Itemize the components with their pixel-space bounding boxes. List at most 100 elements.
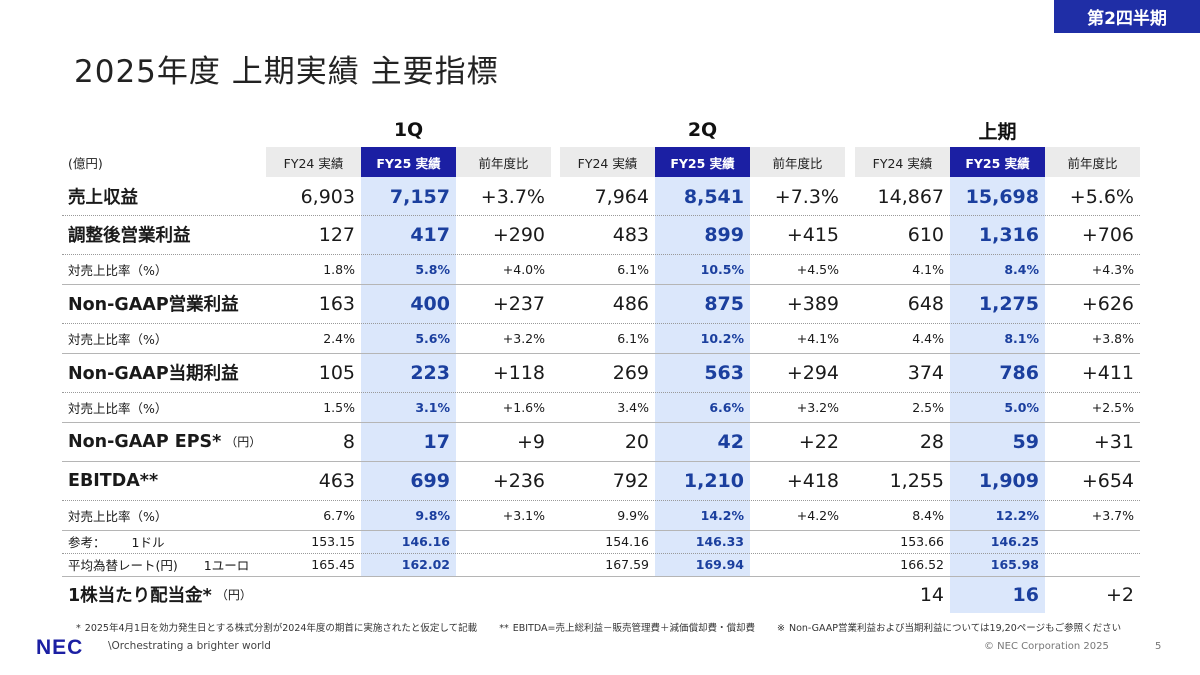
- table-cell: +418: [786, 469, 839, 492]
- table-cell: 5.6%: [415, 330, 450, 346]
- table-cell: +3.2%: [796, 399, 839, 415]
- table-cell: 3.1%: [415, 399, 450, 415]
- row-label: 対売上比率（%）: [68, 323, 167, 353]
- table-cell: 8.4%: [1004, 261, 1039, 277]
- row-label: 調整後営業利益: [68, 215, 191, 254]
- row-label-unit: （円）: [225, 435, 262, 449]
- table-cell: 463: [318, 469, 355, 492]
- table-cell: +3.7%: [480, 185, 545, 208]
- table-cell: +706: [1081, 223, 1134, 246]
- table-cell: 105: [318, 361, 355, 384]
- table-row: Non-GAAP当期利益 105 223 +118 269 563 +294 374 786 +4…: [62, 353, 1140, 392]
- row-label-unit: （円）: [215, 588, 252, 602]
- table-cell: +654: [1081, 469, 1134, 492]
- row-label: Non-GAAP営業利益: [68, 284, 239, 323]
- table-cell: 6.1%: [617, 330, 649, 346]
- row-divider: [62, 530, 1140, 531]
- row-label: Non-GAAP EPS* （円）: [68, 422, 261, 461]
- table-cell: 6.6%: [709, 399, 744, 415]
- column-header: 前年度比: [456, 147, 551, 177]
- table-cell: 1,275: [978, 292, 1039, 315]
- table-cell: 15,698: [965, 185, 1039, 208]
- row-label-text: 参考：: [68, 535, 106, 550]
- column-header: FY25 実績: [655, 147, 750, 177]
- row-divider: [62, 553, 1140, 554]
- unit-label: (億円): [68, 155, 103, 171]
- row-label: Non-GAAP当期利益: [68, 353, 239, 392]
- footnotes: * 2025年4月1日を効力発生日とする株式分割が2024年度の期首に実施された…: [76, 620, 1139, 634]
- table-cell: 14.2%: [700, 507, 744, 523]
- table-cell: 483: [612, 223, 649, 246]
- table-row: 参考： 1ドル 153.15 146.16 154.16 146.33 153.66 146.…: [62, 530, 1140, 553]
- table-cell: +7.3%: [774, 185, 839, 208]
- table-cell: 42: [717, 430, 744, 453]
- table-cell: 648: [907, 292, 944, 315]
- row-label: 対売上比率（%）: [68, 254, 167, 284]
- table-cell: 8.4%: [912, 507, 944, 523]
- table-cell: 8: [342, 430, 355, 453]
- table-row: 調整後営業利益 127 417 +290 483 899 +415 610 1,316 +706: [62, 215, 1140, 254]
- table-cell: +3.8%: [1091, 330, 1134, 346]
- table-row: Non-GAAP EPS* （円） 8 17 +9 20 42 +22 28 59 +31: [62, 422, 1140, 461]
- row-label-text: 売上収益: [68, 188, 138, 208]
- table-cell: 146.16: [401, 534, 450, 549]
- table-cell: 899: [704, 223, 744, 246]
- page-number: 5: [1155, 641, 1162, 652]
- table-cell: 165.45: [311, 557, 355, 572]
- column-header: FY24 実績: [855, 147, 950, 177]
- table-cell: 1.5%: [323, 399, 355, 415]
- table-cell: 699: [410, 469, 450, 492]
- copyright: © NEC Corporation 2025: [984, 641, 1109, 652]
- table-cell: 10.2%: [700, 330, 744, 346]
- table-cell: 269: [612, 361, 649, 384]
- fy25-column-highlight: [361, 177, 456, 576]
- row-divider: [62, 461, 1140, 462]
- table-cell: 374: [907, 361, 944, 384]
- table-cell: 28: [919, 430, 944, 453]
- table-cell: [750, 576, 845, 613]
- column-header: FY25 実績: [361, 147, 456, 177]
- table-cell: [560, 576, 655, 613]
- row-label: 参考： 1ドル: [68, 530, 164, 553]
- table-cell: +4.0%: [502, 261, 545, 277]
- table-cell: 2.4%: [323, 330, 355, 346]
- table-cell: 169.94: [695, 557, 744, 572]
- table-cell: 400: [410, 292, 450, 315]
- table-cell: [456, 576, 551, 613]
- column-header: FY24 実績: [560, 147, 655, 177]
- table-cell: 14,867: [877, 185, 944, 208]
- table-cell: 1,210: [683, 469, 744, 492]
- table-cell: +9: [516, 430, 545, 453]
- table-cell: 786: [999, 361, 1039, 384]
- row-label: 平均為替レート(円) 1ユーロ: [68, 553, 249, 576]
- row-label-text: EBITDA**: [68, 470, 159, 491]
- table-cell: [750, 553, 845, 576]
- table-cell: 610: [907, 223, 944, 246]
- row-label-text: 対売上比率（%）: [68, 508, 168, 524]
- table-cell: 417: [410, 223, 450, 246]
- fy25-column-highlight: [655, 177, 750, 576]
- row-label: 1株当たり配当金* （円）: [68, 576, 252, 613]
- table-cell: +290: [492, 223, 545, 246]
- table-cell: 1,909: [978, 469, 1039, 492]
- table-cell: 2.5%: [912, 399, 944, 415]
- table-cell: [655, 576, 750, 613]
- row-label-text: Non-GAAP当期利益: [68, 364, 239, 384]
- table-cell: +118: [492, 361, 545, 384]
- row-divider: [62, 500, 1140, 501]
- row-divider: [62, 576, 1140, 577]
- row-divider: [62, 215, 1140, 216]
- row-label-text: 対売上比率（%）: [68, 331, 168, 347]
- table-cell: [361, 576, 456, 613]
- table-cell: 1,255: [889, 469, 944, 492]
- table-cell: 792: [612, 469, 649, 492]
- row-divider: [62, 392, 1140, 393]
- nec-logo: NEC: [36, 636, 84, 659]
- table-cell: 223: [410, 361, 450, 384]
- table-cell: +626: [1081, 292, 1134, 315]
- table-cell: 486: [612, 292, 649, 315]
- row-label-text: 対売上比率（%）: [68, 262, 168, 278]
- table-row: 対売上比率（%） 2.4% 5.6% +3.2% 6.1% 10.2% +4.1% 4.4% 8…: [62, 323, 1140, 353]
- table-cell: +1.6%: [502, 399, 545, 415]
- table-cell: 127: [318, 223, 355, 246]
